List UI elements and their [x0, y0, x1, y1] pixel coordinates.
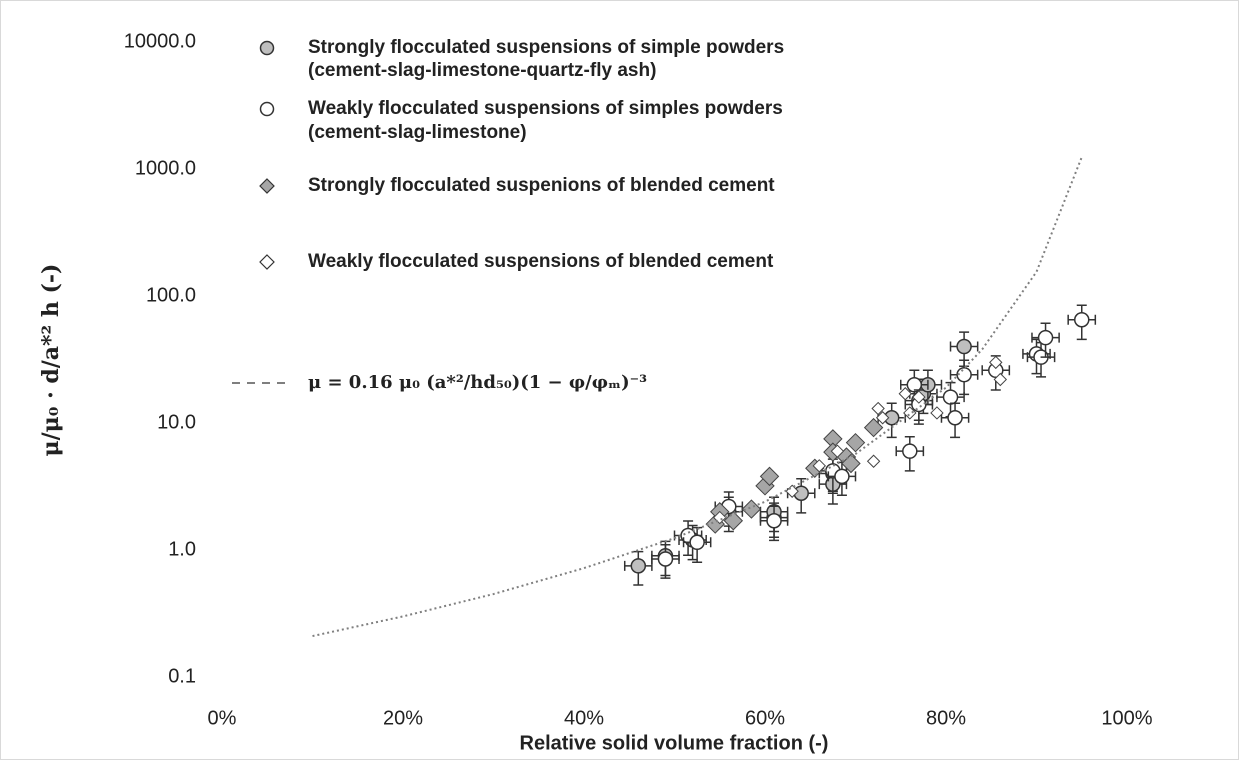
point: [845, 432, 866, 453]
point: [989, 355, 1003, 370]
point: [875, 411, 890, 425]
x-tick-label: 100%: [1101, 707, 1152, 729]
point: [912, 390, 926, 404]
legend-label: Weakly flocculated suspensions of blende…: [308, 251, 774, 272]
legend-marker: [259, 40, 275, 56]
point: [689, 534, 705, 551]
x-tick-label: 60%: [745, 707, 785, 729]
point: [785, 484, 799, 498]
point: [766, 512, 782, 529]
point: [834, 468, 850, 485]
point: [1074, 312, 1090, 328]
y-axis-label: μ/μ₀ · d/a*² h (-): [38, 264, 64, 457]
point: [841, 453, 861, 474]
point: [1037, 329, 1054, 346]
y-tick-label: 1.0: [168, 538, 196, 560]
point: [898, 387, 912, 401]
point: [759, 466, 780, 487]
point: [866, 454, 881, 468]
point: [906, 377, 923, 393]
point: [830, 444, 845, 458]
legend-marker: [259, 178, 275, 194]
point: [812, 459, 827, 473]
x-tick-label: 0%: [208, 707, 237, 729]
model-line: [312, 156, 1083, 638]
legend-label: Strongly flocculated suspensions of simp…: [308, 37, 784, 58]
x-tick-label: 40%: [564, 707, 604, 729]
legend-marker: [259, 254, 275, 270]
x-tick-label: 20%: [383, 707, 423, 729]
point: [657, 551, 674, 567]
y-tick-label: 100.0: [146, 284, 196, 306]
x-axis-label: Relative solid volume fraction (-): [520, 732, 829, 754]
point: [993, 372, 1008, 387]
y-tick-label: 0.1: [168, 665, 196, 687]
point: [947, 409, 963, 426]
point: [956, 338, 972, 355]
legend-label: μ = 0.16 μ₀ (a*²/hd₅₀)(1 − φ/φₘ)⁻³: [308, 372, 647, 393]
point: [863, 417, 884, 438]
legend-label: (cement-slag-limestone-quartz-fly ash): [308, 60, 656, 81]
legend-marker: [259, 101, 275, 117]
point: [741, 499, 762, 519]
point: [630, 558, 647, 574]
legend-label: Strongly flocculated suspenions of blend…: [308, 175, 775, 196]
point: [942, 389, 959, 405]
y-tick-label: 10.0: [157, 411, 196, 433]
y-tick-label: 1000.0: [135, 157, 196, 179]
y-tick-label: 10000.0: [124, 30, 196, 52]
x-tick-label: 80%: [926, 707, 966, 729]
point: [902, 443, 918, 459]
legend-label: (cement-slag-limestone): [308, 122, 527, 143]
legend-label: Weakly flocculated suspensions of simple…: [308, 98, 783, 119]
point: [956, 366, 972, 383]
point: [930, 406, 944, 420]
point: [903, 406, 917, 420]
point: [871, 401, 885, 416]
